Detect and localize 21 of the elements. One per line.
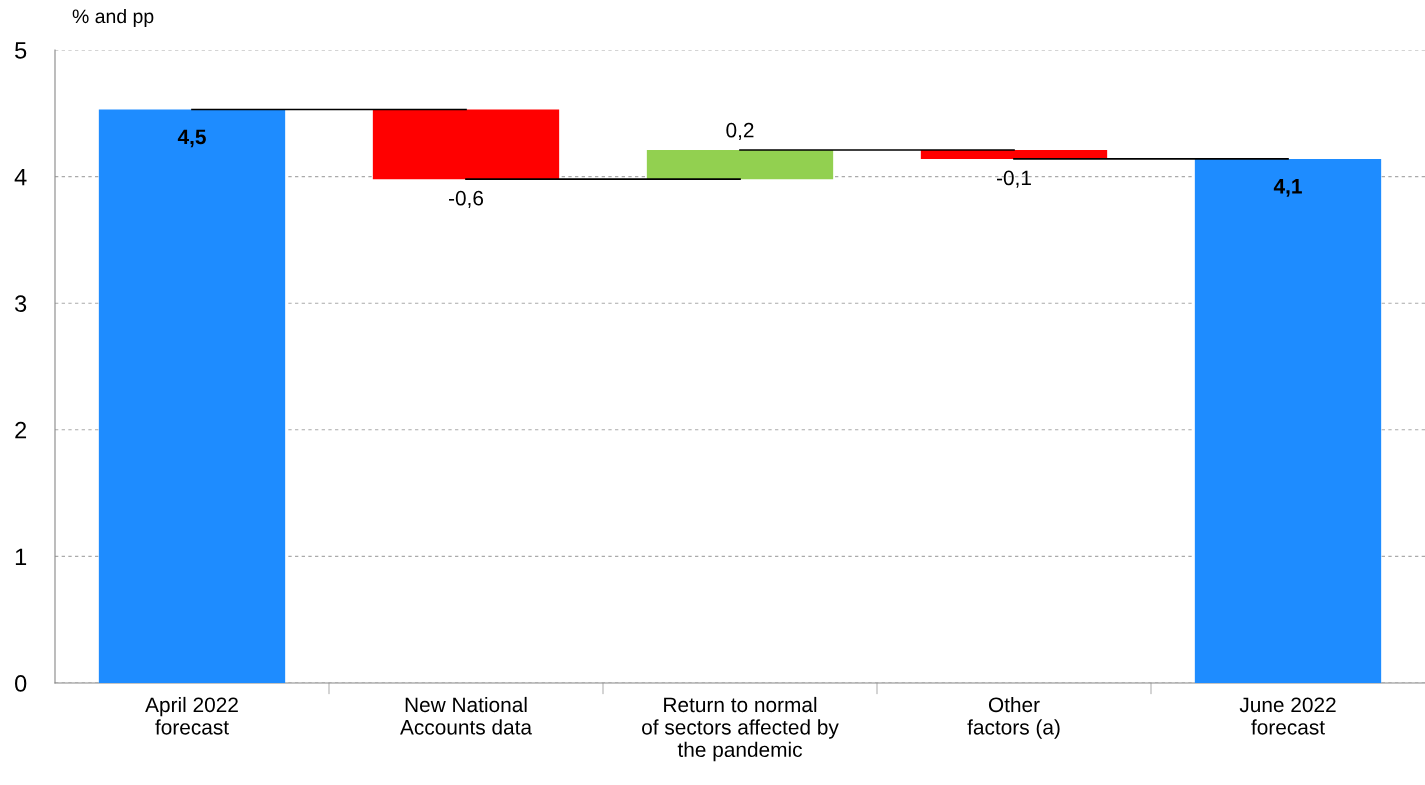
y-tick-label: 5	[15, 42, 27, 59]
data-label: 4,5	[177, 129, 206, 148]
y-tick-label: 0	[15, 675, 27, 692]
bar	[646, 150, 834, 180]
bar	[1194, 158, 1382, 683]
x-tick-label: Return to normal of sectors affected by the pandemic	[642, 696, 839, 762]
bar	[372, 109, 560, 180]
data-label: 0,2	[726, 122, 754, 141]
data-label: -0,6	[448, 190, 484, 209]
x-tick-label: Other factors (a)	[967, 696, 1060, 739]
x-tick-label: June 2022 forecast	[1239, 697, 1336, 735]
data-label: -0,1	[996, 170, 1031, 188]
y-tick-label: 2	[15, 421, 27, 439]
y-tick-label: 3	[14, 295, 27, 312]
y-tick-label: 4	[14, 168, 27, 186]
bar	[98, 109, 286, 683]
y-axis-title: % and pp	[72, 8, 154, 28]
y-tick-label: 1	[15, 548, 27, 565]
x-tick-label: New National Accounts data	[400, 696, 533, 735]
x-tick-label: April 2022 forecast	[145, 696, 238, 735]
data-label: 4,1	[1273, 179, 1302, 197]
